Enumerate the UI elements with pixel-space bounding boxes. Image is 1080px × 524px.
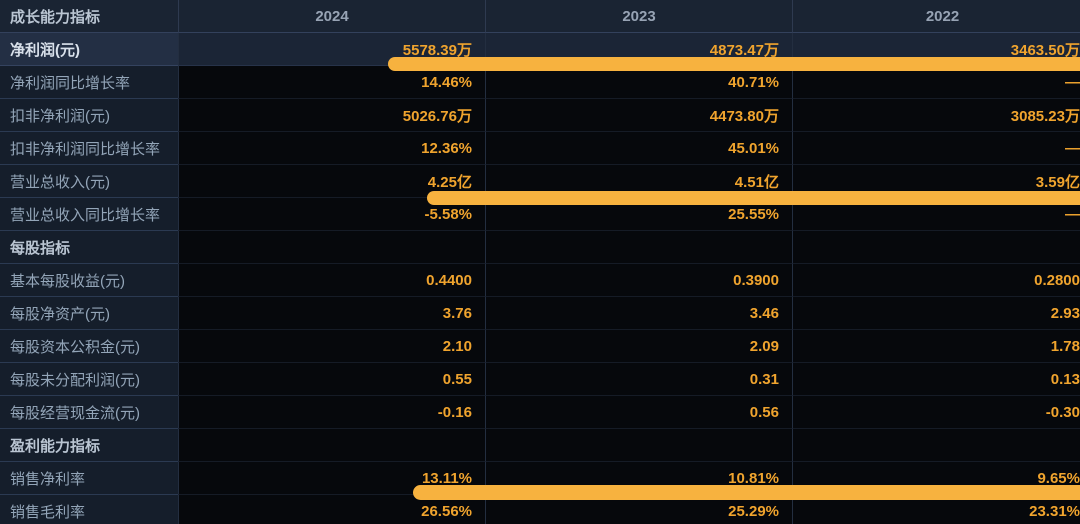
row-label: 每股经营现金流(元) [0,396,178,429]
table-row[interactable]: 净利润同比增长率 14.46% 40.71% — [0,66,1080,99]
table-row[interactable]: 每股未分配利润(元) 0.55 0.31 0.13 [0,363,1080,396]
value-cell-2024: 2.10 [178,330,485,363]
row-label: 销售净利率 [0,462,178,495]
value-cell-2022: 0.13 [792,363,1080,396]
value-cell-2023: 2.09 [485,330,792,363]
value-cell-2024: 12.36% [178,132,485,165]
row-label: 每股指标 [0,231,178,264]
table-row[interactable]: 扣非净利润(元) 5026.76万 4473.80万 3085.23万 [0,99,1080,132]
highlight-marker-bar [427,191,1080,205]
row-label: 基本每股收益(元) [0,264,178,297]
year-column-header-2024: 2024 [178,0,485,33]
year-column-header-2022: 2022 [792,0,1080,33]
table-row[interactable]: 每股指标 [0,231,1080,264]
value-cell-2022: 0.2800 [792,264,1080,297]
row-label: 每股净资产(元) [0,297,178,330]
value-cell-2023 [485,429,792,462]
value-cell-2024: 4.25亿 [178,165,485,198]
row-label: 盈利能力指标 [0,429,178,462]
table-row[interactable]: 每股资本公积金(元) 2.10 2.09 1.78 [0,330,1080,363]
value-cell-2023: 3.46 [485,297,792,330]
table-row[interactable]: 每股净资产(元) 3.76 3.46 2.93 [0,297,1080,330]
table-row[interactable]: 基本每股收益(元) 0.4400 0.3900 0.2800 [0,264,1080,297]
value-cell-2024: 3.76 [178,297,485,330]
value-cell-2024 [178,231,485,264]
value-cell-2022: 2.93 [792,297,1080,330]
value-cell-2023: 45.01% [485,132,792,165]
value-cell-2023: 0.3900 [485,264,792,297]
highlight-marker-bar [388,57,1080,71]
value-cell-2024: 0.4400 [178,264,485,297]
value-cell-2023: 4473.80万 [485,99,792,132]
row-label: 营业总收入(元) [0,165,178,198]
row-label: 扣非净利润同比增长率 [0,132,178,165]
table-header-row: 成长能力指标 2024 2023 2022 [0,0,1080,33]
value-cell-2023: 0.56 [485,396,792,429]
row-label: 扣非净利润(元) [0,99,178,132]
value-cell-2023 [485,231,792,264]
row-label: 每股资本公积金(元) [0,330,178,363]
year-column-header-2023: 2023 [485,0,792,33]
value-cell-2022 [792,231,1080,264]
table-body: 净利润(元) 5578.39万 4873.47万 3463.50万 净利润同比增… [0,33,1080,524]
row-label: 净利润同比增长率 [0,66,178,99]
value-cell-2022: -0.30 [792,396,1080,429]
value-cell-2024 [178,429,485,462]
value-cell-2022: — [792,66,1080,99]
value-cell-2022: 3085.23万 [792,99,1080,132]
row-label: 销售毛利率 [0,495,178,524]
value-cell-2023: 0.31 [485,363,792,396]
corner-header-label: 成长能力指标 [0,0,178,33]
value-cell-2024: 14.46% [178,66,485,99]
value-cell-2024: -0.16 [178,396,485,429]
value-cell-2024: 5026.76万 [178,99,485,132]
value-cell-2022 [792,429,1080,462]
row-label: 净利润(元) [0,33,178,66]
table-row[interactable]: 盈利能力指标 [0,429,1080,462]
row-label: 营业总收入同比增长率 [0,198,178,231]
value-cell-2022: 1.78 [792,330,1080,363]
row-label: 每股未分配利润(元) [0,363,178,396]
table-row[interactable]: 每股经营现金流(元) -0.16 0.56 -0.30 [0,396,1080,429]
table-row[interactable]: 扣非净利润同比增长率 12.36% 45.01% — [0,132,1080,165]
value-cell-2024: 0.55 [178,363,485,396]
value-cell-2023: 40.71% [485,66,792,99]
highlight-marker-bar [413,485,1080,500]
value-cell-2022: — [792,132,1080,165]
